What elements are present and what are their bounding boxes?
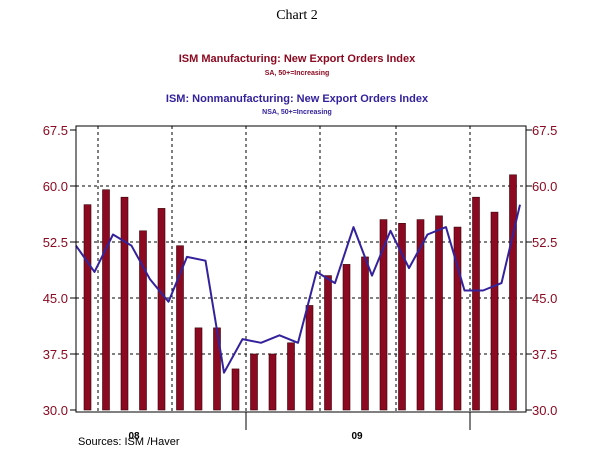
manufacturing-bar (509, 174, 517, 411)
nonmanufacturing-line-group (75, 204, 521, 374)
manufacturing-bar (435, 215, 443, 411)
y-tick-label-left: 52.5 (43, 235, 68, 250)
gridlines (76, 126, 526, 412)
manufacturing-bar (472, 196, 480, 411)
chart-title-1: ISM Manufacturing: New Export Orders Ind… (179, 53, 416, 65)
plot-frame (75, 125, 527, 413)
manufacturing-bar (324, 275, 332, 411)
y-axis-right: 30.0 37.5 45.0 52.5 60.0 67.5 (526, 123, 557, 418)
y-tick-label-left: 67.5 (43, 123, 68, 138)
manufacturing-bar (490, 211, 499, 411)
manufacturing-bar (102, 189, 110, 411)
manufacturing-bar (342, 264, 351, 411)
y-axis-left: 30.0 37.5 45.0 52.5 60.0 67.5 (43, 123, 76, 418)
chart-title-4: NSA, 50+=Increasing (262, 109, 332, 116)
manufacturing-bar (231, 368, 240, 411)
manufacturing-bar (250, 353, 258, 411)
manufacturing-bar (398, 223, 406, 411)
manufacturing-bar (83, 204, 92, 411)
manufacturing-bar (416, 219, 425, 411)
manufacturing-bar (194, 327, 203, 411)
manufacturing-bar (287, 342, 295, 411)
chart-titles: ISM Manufacturing: New Export Orders Ind… (166, 53, 429, 116)
manufacturing-bar (305, 305, 314, 411)
manufacturing-bars (83, 174, 517, 411)
x-tick-label: 09 (351, 431, 363, 442)
y-tick-label-left: 37.5 (43, 347, 68, 362)
manufacturing-bar (379, 219, 388, 411)
manufacturing-bar (453, 226, 462, 411)
y-tick-label-left: 60.0 (43, 179, 68, 194)
source-note: Sources: ISM /Haver (78, 436, 180, 448)
manufacturing-bar (268, 353, 277, 411)
plot-border (75, 125, 527, 413)
manufacturing-bar (120, 196, 129, 411)
manufacturing-bar (361, 256, 369, 411)
y-tick-label-left: 30.0 (43, 403, 68, 418)
manufacturing-bar (176, 245, 184, 411)
y-tick-label-right: 30.0 (532, 403, 557, 418)
chart-title-3: ISM: Nonmanufacturing: New Export Orders… (166, 93, 429, 105)
y-tick-label-right: 67.5 (532, 123, 557, 138)
y-tick-label-right: 52.5 (532, 235, 557, 250)
chart-heading: Chart 2 (276, 8, 318, 23)
x-tick-label: 08 (128, 431, 140, 442)
manufacturing-bar (139, 230, 147, 411)
nonmanufacturing-line (75, 204, 521, 374)
x-axis: 08 09 (128, 412, 471, 442)
y-tick-label-right: 37.5 (532, 347, 557, 362)
chart-title-2: SA, 50+=Increasing (265, 70, 330, 77)
y-tick-label-right: 60.0 (532, 179, 557, 194)
y-tick-label-right: 45.0 (532, 291, 557, 306)
y-tick-label-left: 45.0 (43, 291, 68, 306)
manufacturing-bar (157, 208, 166, 411)
